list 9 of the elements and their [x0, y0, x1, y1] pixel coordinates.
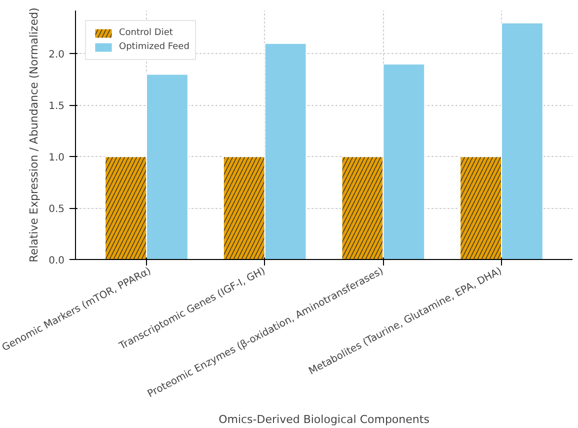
- y-tick-label: 0.5: [48, 204, 65, 216]
- x-axis-title: Omics-Derived Biological Components: [218, 412, 430, 426]
- legend-label: Optimized Feed: [119, 42, 190, 52]
- y-tick-label: 0.0: [48, 256, 65, 266]
- y-tick-label: 1.0: [48, 152, 65, 164]
- y-axis-title: Relative Expression / Abundance (Normalized): [28, 8, 41, 262]
- legend-label: Control Diet: [119, 28, 173, 38]
- y-tick-label: 2.0: [48, 50, 65, 61]
- y-tick-label: 1.5: [48, 101, 65, 112]
